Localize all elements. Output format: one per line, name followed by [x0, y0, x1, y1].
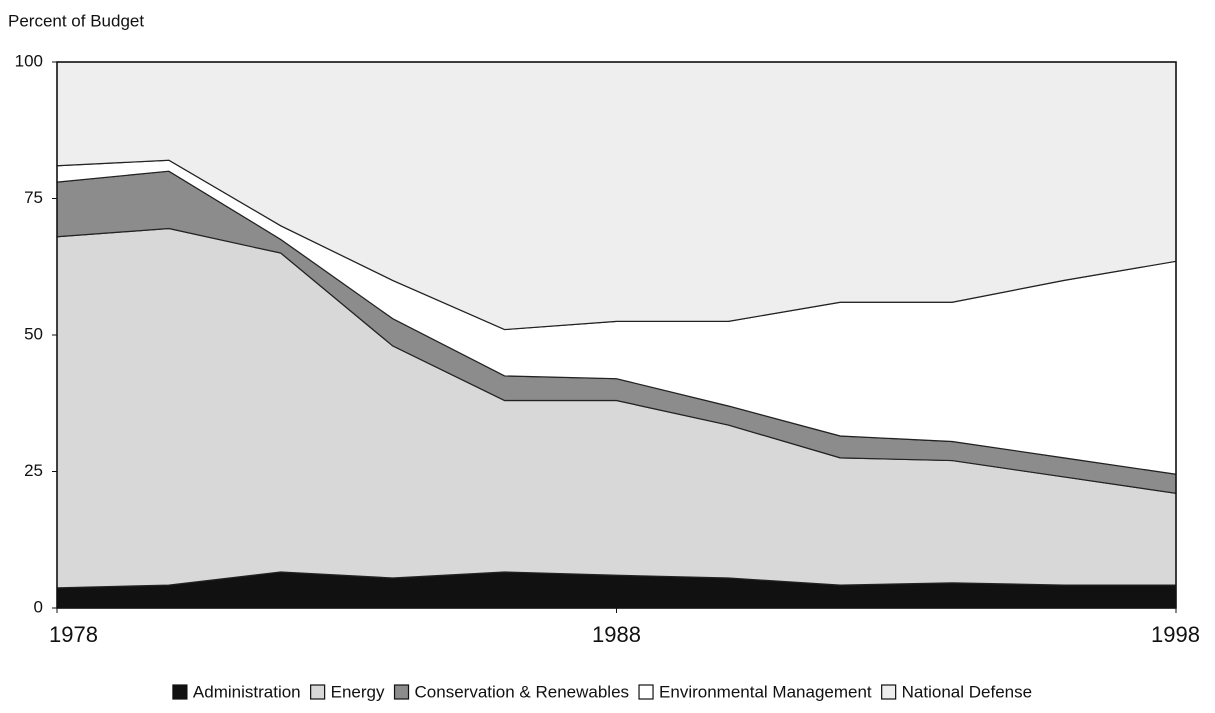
x-tick-label: 1978 — [49, 622, 98, 647]
legend-label: National Defense — [902, 682, 1032, 701]
legend-label: Environmental Management — [659, 682, 872, 701]
legend-swatch — [881, 684, 897, 700]
legend-swatch — [172, 684, 188, 700]
legend-swatch — [638, 684, 654, 700]
y-tick-label: 0 — [34, 597, 43, 616]
legend-swatch — [310, 684, 326, 700]
y-tick-label: 75 — [24, 188, 43, 207]
legend: Administration Energy Conservation & Renew… — [172, 682, 1032, 701]
x-tick-label: 1998 — [1151, 622, 1200, 647]
legend-swatch — [393, 684, 410, 700]
legend-label: Energy — [331, 682, 385, 701]
y-tick-label: 25 — [24, 461, 43, 480]
y-axis-label: Percent of Budget — [8, 11, 144, 30]
legend-label: Conservation & Renewables — [415, 682, 630, 701]
x-tick-label: 1988 — [592, 622, 641, 647]
y-tick-label: 100 — [15, 51, 43, 70]
legend-label: Administration — [193, 682, 301, 701]
y-tick-label: 50 — [24, 324, 43, 343]
